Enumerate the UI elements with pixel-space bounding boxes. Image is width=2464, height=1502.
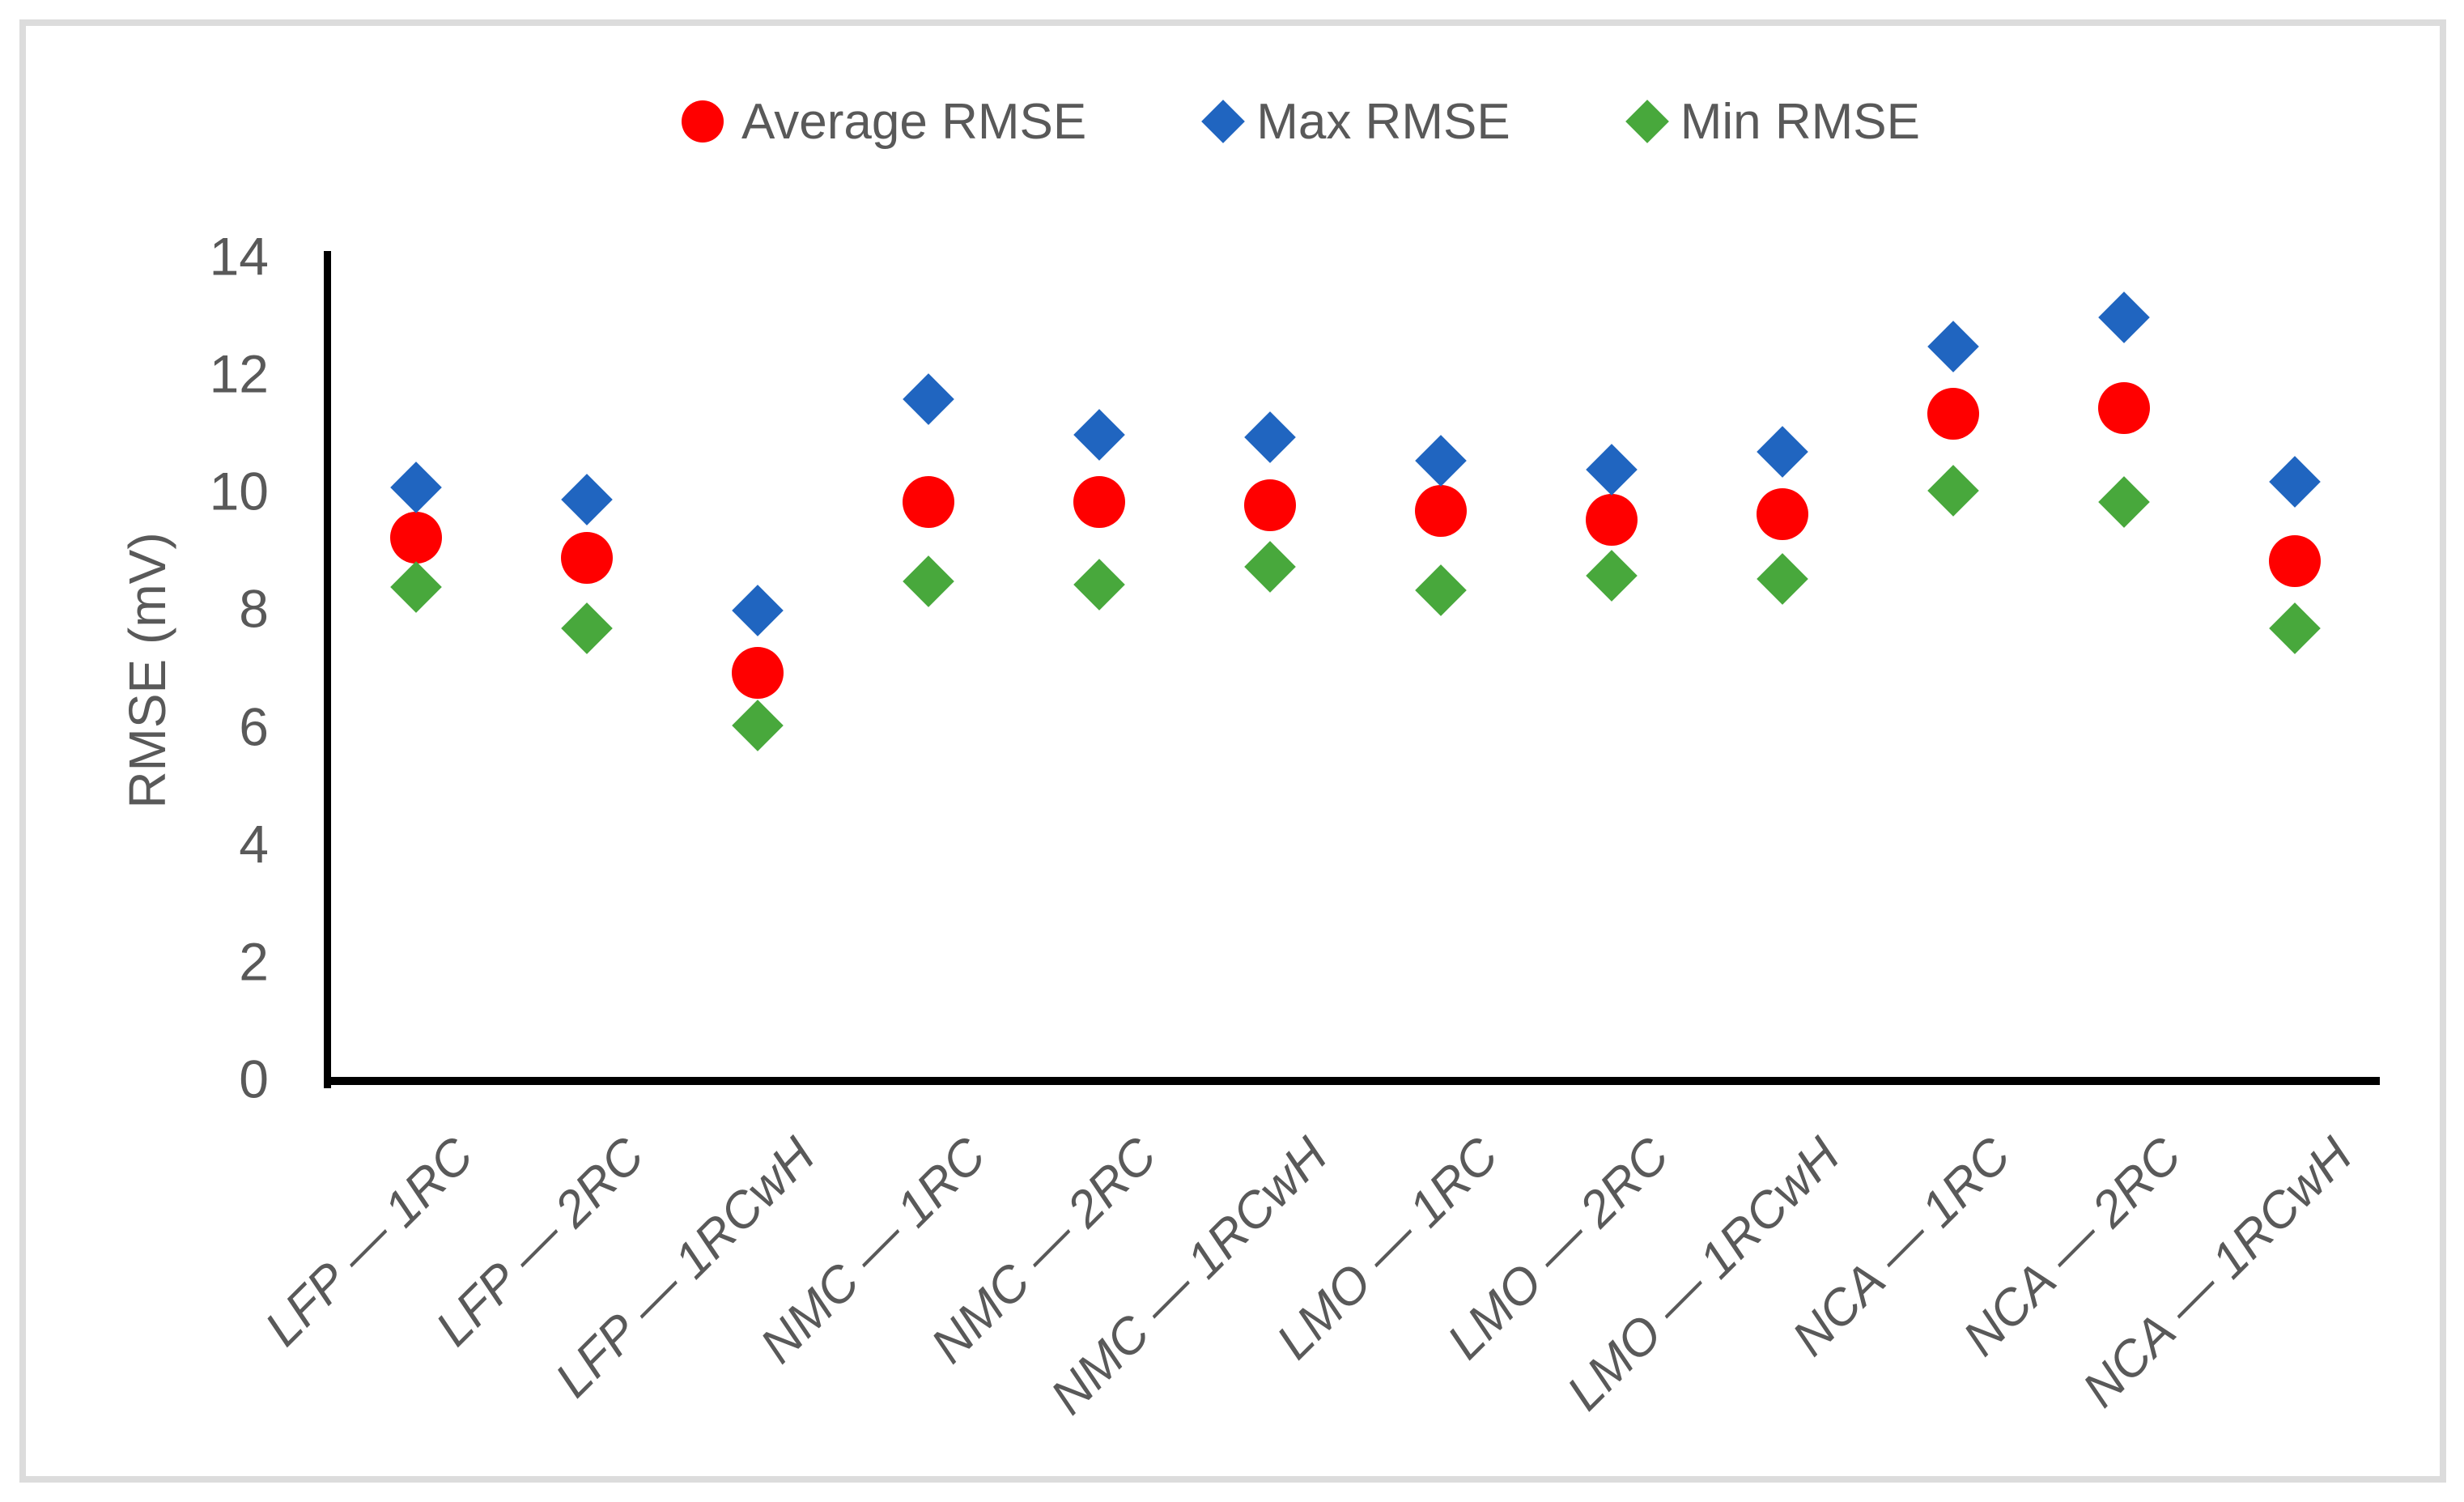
y-tick-label: 4 bbox=[239, 814, 269, 874]
data-point-diamond-3 bbox=[903, 373, 955, 425]
data-point-diamond-10 bbox=[2097, 291, 2150, 343]
chart-border bbox=[19, 19, 2446, 1483]
plot-area bbox=[331, 258, 2380, 1081]
legend-label: Min RMSE bbox=[1680, 93, 1920, 150]
x-axis-line bbox=[324, 1077, 2380, 1085]
data-point-diamond-7 bbox=[1586, 444, 1638, 496]
data-point-diamond-10 bbox=[2097, 476, 2150, 528]
legend-circle-icon bbox=[682, 100, 724, 143]
data-point-diamond-4 bbox=[1073, 558, 1125, 611]
data-point-circle-2 bbox=[732, 646, 784, 699]
y-tick-label: 2 bbox=[239, 931, 269, 992]
data-point-diamond-0 bbox=[390, 462, 443, 513]
y-tick-label: 10 bbox=[209, 461, 269, 521]
data-point-diamond-0 bbox=[390, 561, 443, 614]
data-point-diamond-11 bbox=[2268, 455, 2321, 508]
data-point-circle-10 bbox=[2097, 382, 2150, 435]
data-point-diamond-2 bbox=[732, 700, 784, 751]
data-point-diamond-2 bbox=[732, 585, 784, 637]
y-axis-line bbox=[324, 251, 331, 1088]
data-point-diamond-3 bbox=[903, 555, 955, 607]
legend-item-0: Average RMSE bbox=[682, 93, 1086, 151]
y-tick-label: 8 bbox=[239, 578, 269, 639]
y-tick-label: 6 bbox=[239, 696, 269, 756]
data-point-circle-8 bbox=[1756, 487, 1808, 540]
data-point-diamond-5 bbox=[1244, 541, 1296, 593]
data-point-diamond-9 bbox=[1927, 464, 1979, 517]
data-point-circle-6 bbox=[1414, 485, 1467, 538]
y-axis-title: RMSE (mV) bbox=[118, 532, 176, 809]
legend: Average RMSE Max RMSE Min RMSE bbox=[69, 84, 2464, 159]
data-point-diamond-1 bbox=[561, 602, 614, 655]
data-point-diamond-1 bbox=[561, 473, 614, 525]
data-point-circle-4 bbox=[1073, 476, 1126, 529]
data-point-circle-9 bbox=[1927, 388, 1979, 440]
data-point-circle-11 bbox=[2268, 534, 2321, 587]
data-point-diamond-6 bbox=[1415, 564, 1467, 616]
data-point-circle-5 bbox=[1244, 479, 1297, 531]
legend-item-2: Min RMSE bbox=[1625, 93, 1920, 151]
legend-item-1: Max RMSE bbox=[1201, 93, 1510, 151]
data-point-diamond-5 bbox=[1244, 411, 1296, 464]
data-point-diamond-6 bbox=[1415, 435, 1467, 487]
data-point-diamond-8 bbox=[1756, 552, 1808, 605]
legend-label: Max RMSE bbox=[1256, 93, 1510, 150]
legend-diamond-icon bbox=[1201, 100, 1246, 143]
data-point-circle-0 bbox=[390, 511, 443, 564]
data-point-circle-7 bbox=[1585, 493, 1638, 546]
data-point-diamond-11 bbox=[2268, 602, 2321, 655]
legend-diamond-icon bbox=[1625, 100, 1669, 143]
data-point-circle-1 bbox=[561, 532, 614, 585]
data-point-circle-3 bbox=[903, 476, 955, 529]
y-tick-label: 14 bbox=[209, 226, 269, 287]
data-point-diamond-4 bbox=[1073, 408, 1125, 461]
y-tick-label: 0 bbox=[239, 1049, 269, 1109]
data-point-diamond-8 bbox=[1756, 426, 1808, 479]
data-point-diamond-9 bbox=[1927, 321, 1979, 372]
legend-label: Average RMSE bbox=[741, 93, 1087, 150]
y-tick-label: 12 bbox=[209, 343, 269, 404]
data-point-diamond-7 bbox=[1586, 550, 1638, 602]
